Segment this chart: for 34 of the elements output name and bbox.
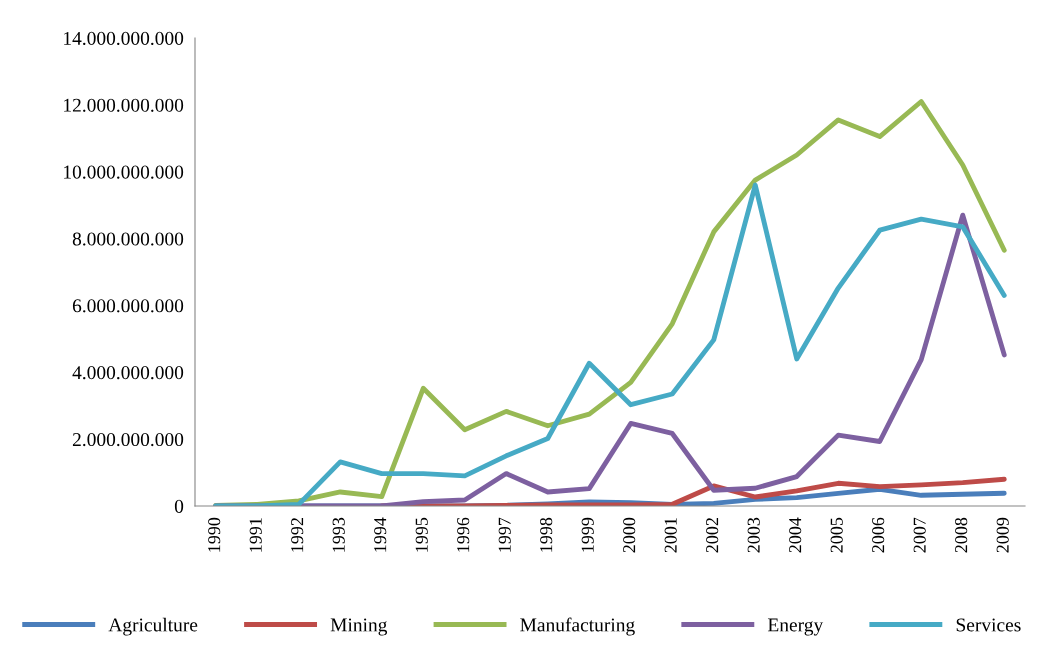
legend-label: Mining xyxy=(330,618,388,636)
y-tick-label: 8.000.000.000 xyxy=(72,232,184,246)
x-tick-label: 1993 xyxy=(332,517,345,552)
y-tick-label: 10.000.000.000 xyxy=(64,165,184,179)
x-tick-label: 1999 xyxy=(581,517,594,552)
x-tick-label: 2002 xyxy=(706,518,719,553)
x-tick-label: 1995 xyxy=(415,517,428,552)
legend-label: Services xyxy=(956,618,1021,632)
y-tick-label: 14.000.000.000 xyxy=(64,31,184,46)
x-tick-label: 2009 xyxy=(996,517,1009,553)
x-tick-label: 2005 xyxy=(830,517,843,553)
x-tick-label: 1997 xyxy=(498,517,511,552)
x-tick-label: 2004 xyxy=(789,517,802,553)
x-tick-label: 2008 xyxy=(955,517,968,553)
x-tick-label: 1990 xyxy=(208,517,221,552)
x-tick-label: 1998 xyxy=(540,517,553,552)
x-tick-label: 1994 xyxy=(374,517,387,552)
legend-label: Manufacturing xyxy=(520,617,635,636)
y-tick-label: 12.000.000.000 xyxy=(64,98,184,112)
legend-label: Agriculture xyxy=(108,617,198,636)
x-tick-label: 2006 xyxy=(872,517,885,553)
x-tick-label: 2000 xyxy=(623,517,636,553)
y-tick-label: 4.000.000.000 xyxy=(72,366,184,380)
x-tick-label: 1992 xyxy=(291,518,304,552)
line-series xyxy=(213,99,1007,506)
x-tick-label: 2003 xyxy=(747,517,760,553)
y-tick-label: 0 xyxy=(174,499,184,513)
x-tick-label: 1991 xyxy=(249,518,262,552)
y-tick-label: 2.000.000.000 xyxy=(72,432,184,447)
x-tick-label: 1996 xyxy=(457,517,470,552)
y-tick-label: 6.000.000.000 xyxy=(72,299,184,313)
x-tick-label: 2001 xyxy=(664,518,677,553)
x-tick-label: 2007 xyxy=(913,517,926,553)
legend-label: Energy xyxy=(767,618,824,636)
